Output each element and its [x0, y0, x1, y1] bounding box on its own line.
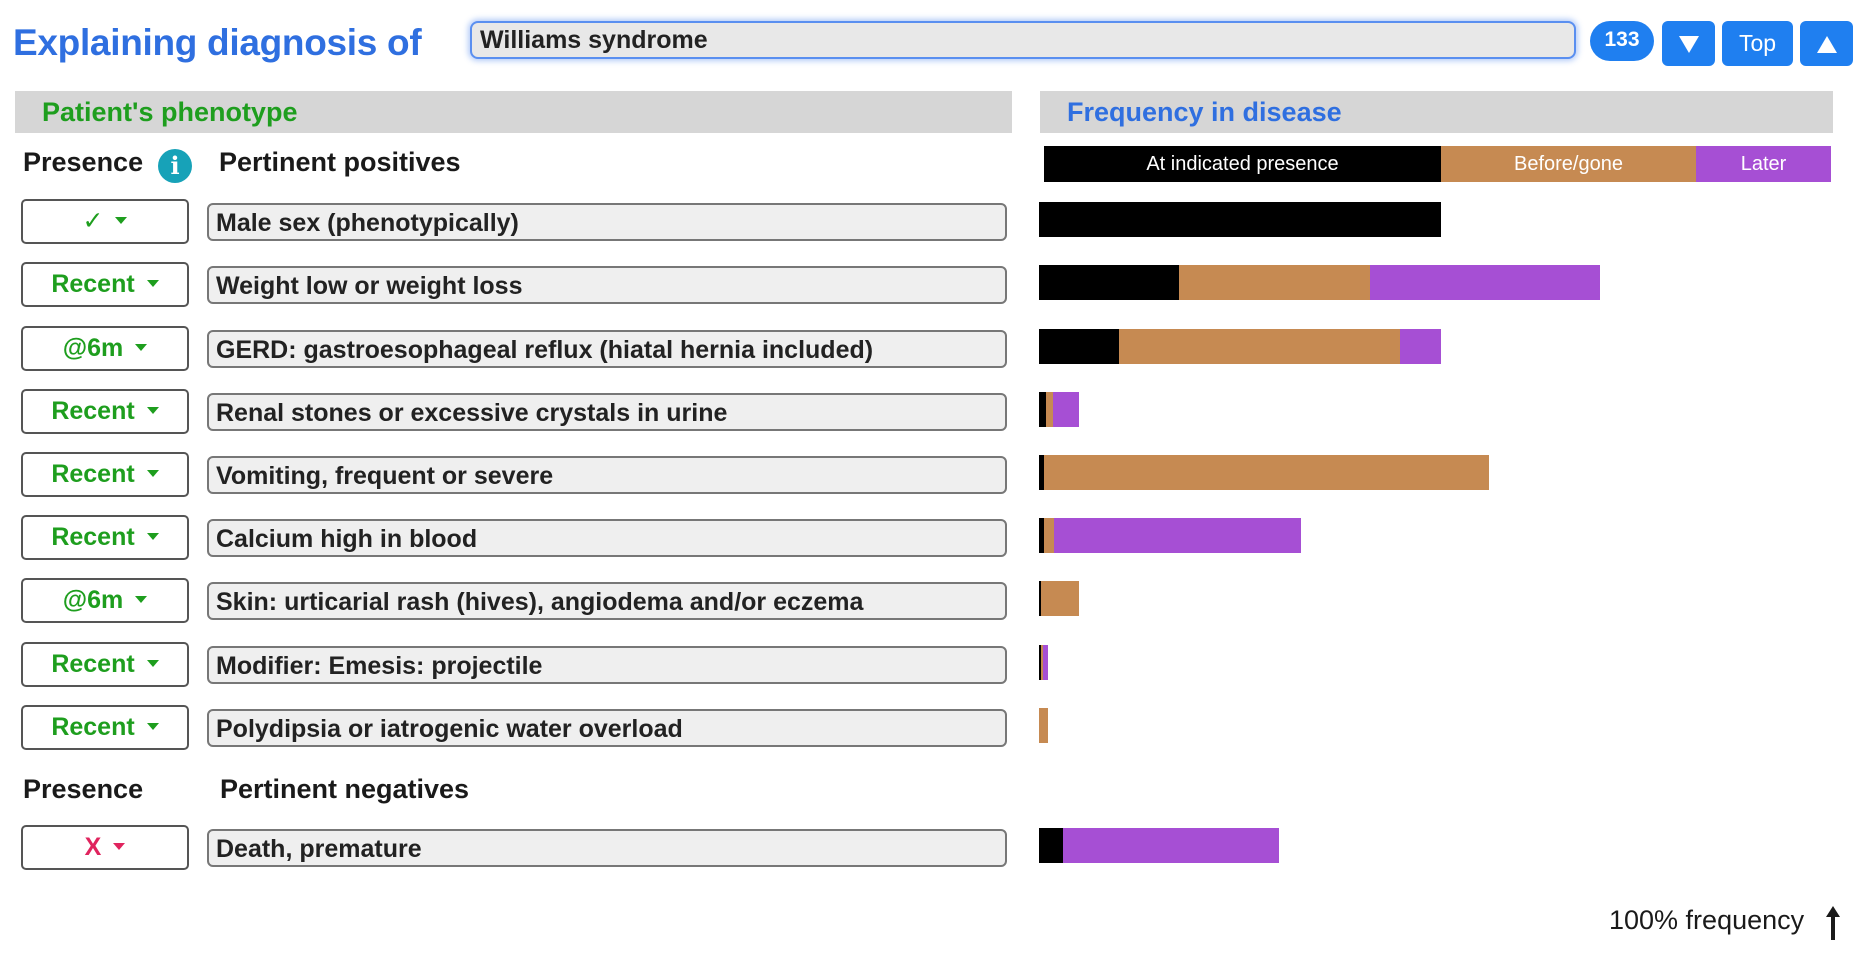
presence-dropdown[interactable]: Recent	[21, 452, 189, 497]
presence-dropdown[interactable]: @6m	[21, 326, 189, 371]
presence-value: X	[84, 833, 102, 861]
frequency-segment-at-presence	[1039, 518, 1044, 553]
frequency-segment-before-gone	[1119, 329, 1400, 364]
presence-dropdown[interactable]: Recent	[21, 515, 189, 560]
info-icon[interactable]: i	[158, 149, 192, 183]
presence-dropdown[interactable]: Recent	[21, 389, 189, 434]
caret-down-icon	[146, 279, 159, 287]
presence-value: @6m	[62, 334, 124, 362]
result-count-badge: 133	[1590, 21, 1654, 61]
frequency-segment-before-gone	[1041, 581, 1079, 616]
frequency-segment-later	[1043, 645, 1048, 680]
caret-down-icon	[146, 406, 159, 414]
legend-before-gone: Before/gone	[1441, 146, 1696, 182]
finding-field[interactable]: Calcium high in blood	[207, 519, 1007, 557]
presence-value: ✓	[82, 207, 104, 235]
arrow-up-icon	[1826, 906, 1840, 940]
frequency-segment-at-presence	[1039, 265, 1179, 300]
caret-down-icon	[113, 842, 126, 850]
frequency-scale-note: 100% frequency	[1609, 905, 1805, 935]
presence-value: @6m	[62, 586, 124, 614]
frequency-segment-before-gone	[1044, 518, 1054, 553]
frequency-segment-before-gone	[1041, 645, 1043, 680]
presence-value: Recent	[51, 460, 135, 488]
finding-field[interactable]: Polydipsia or iatrogenic water overload	[207, 709, 1007, 747]
frequency-segment-at-presence	[1039, 581, 1041, 616]
negatives-column-header: Pertinent negatives	[220, 774, 470, 804]
legend-later: Later	[1696, 146, 1831, 182]
diagnosis-input[interactable]	[470, 21, 1576, 59]
frequency-legend: At indicated presence Before/gone Later	[1044, 146, 1831, 182]
frequency-segment-at-presence	[1039, 455, 1044, 490]
finding-field[interactable]: Skin: urticarial rash (hives), angiodema…	[207, 582, 1007, 620]
presence-dropdown[interactable]: Recent	[21, 642, 189, 687]
frequency-segment-at-presence	[1039, 329, 1119, 364]
finding-field[interactable]: Male sex (phenotypically)	[207, 203, 1007, 241]
legend-at-presence: At indicated presence	[1044, 146, 1441, 182]
finding-field[interactable]: GERD: gastroesophageal reflux (hiatal he…	[207, 330, 1007, 368]
triangle-down-icon	[1678, 36, 1699, 54]
frequency-segment-later	[1054, 518, 1301, 553]
frequency-section-header: Frequency in disease	[1040, 91, 1833, 133]
caret-down-icon	[135, 343, 148, 351]
presence-column-header-negatives: Presence	[23, 774, 144, 804]
caret-down-icon	[146, 659, 159, 667]
frequency-segment-at-presence	[1039, 202, 1441, 237]
frequency-segment-before-gone	[1039, 708, 1048, 743]
frequency-segment-before-gone	[1179, 265, 1370, 300]
caret-down-icon	[135, 595, 148, 603]
presence-dropdown[interactable]: X	[21, 825, 189, 870]
frequency-segment-later	[1063, 828, 1279, 863]
caret-down-icon	[146, 722, 159, 730]
previous-button[interactable]	[1800, 21, 1853, 66]
caret-down-icon	[146, 532, 159, 540]
frequency-segment-at-presence	[1039, 392, 1046, 427]
presence-dropdown[interactable]: ✓	[21, 199, 189, 244]
top-button[interactable]: Top	[1722, 21, 1793, 66]
phenotype-section-header: Patient's phenotype	[15, 91, 1012, 133]
frequency-segment-at-presence	[1039, 828, 1063, 863]
presence-value: Recent	[51, 523, 135, 551]
presence-column-header: Presence	[23, 147, 144, 177]
presence-value: Recent	[51, 270, 135, 298]
next-button[interactable]	[1662, 21, 1715, 66]
presence-value: Recent	[51, 397, 135, 425]
presence-dropdown[interactable]: Recent	[21, 262, 189, 307]
finding-field[interactable]: Vomiting, frequent or severe	[207, 456, 1007, 494]
finding-field[interactable]: Weight low or weight loss	[207, 266, 1007, 304]
frequency-segment-before-gone	[1046, 392, 1053, 427]
page-title: Explaining diagnosis of	[13, 22, 422, 63]
finding-field[interactable]: Renal stones or excessive crystals in ur…	[207, 393, 1007, 431]
caret-down-icon	[146, 469, 159, 477]
presence-value: Recent	[51, 650, 135, 678]
finding-field[interactable]: Modifier: Emesis: projectile	[207, 646, 1007, 684]
presence-value: Recent	[51, 713, 135, 741]
frequency-segment-before-gone	[1044, 455, 1489, 490]
finding-field[interactable]: Death, premature	[207, 829, 1007, 867]
caret-down-icon	[115, 216, 128, 224]
frequency-segment-later	[1370, 265, 1600, 300]
frequency-segment-at-presence	[1039, 645, 1041, 680]
presence-dropdown[interactable]: Recent	[21, 705, 189, 750]
positives-column-header: Pertinent positives	[219, 147, 461, 177]
triangle-up-icon	[1816, 36, 1837, 54]
presence-dropdown[interactable]: @6m	[21, 578, 189, 623]
frequency-segment-later	[1053, 392, 1079, 427]
frequency-segment-later	[1400, 329, 1441, 364]
